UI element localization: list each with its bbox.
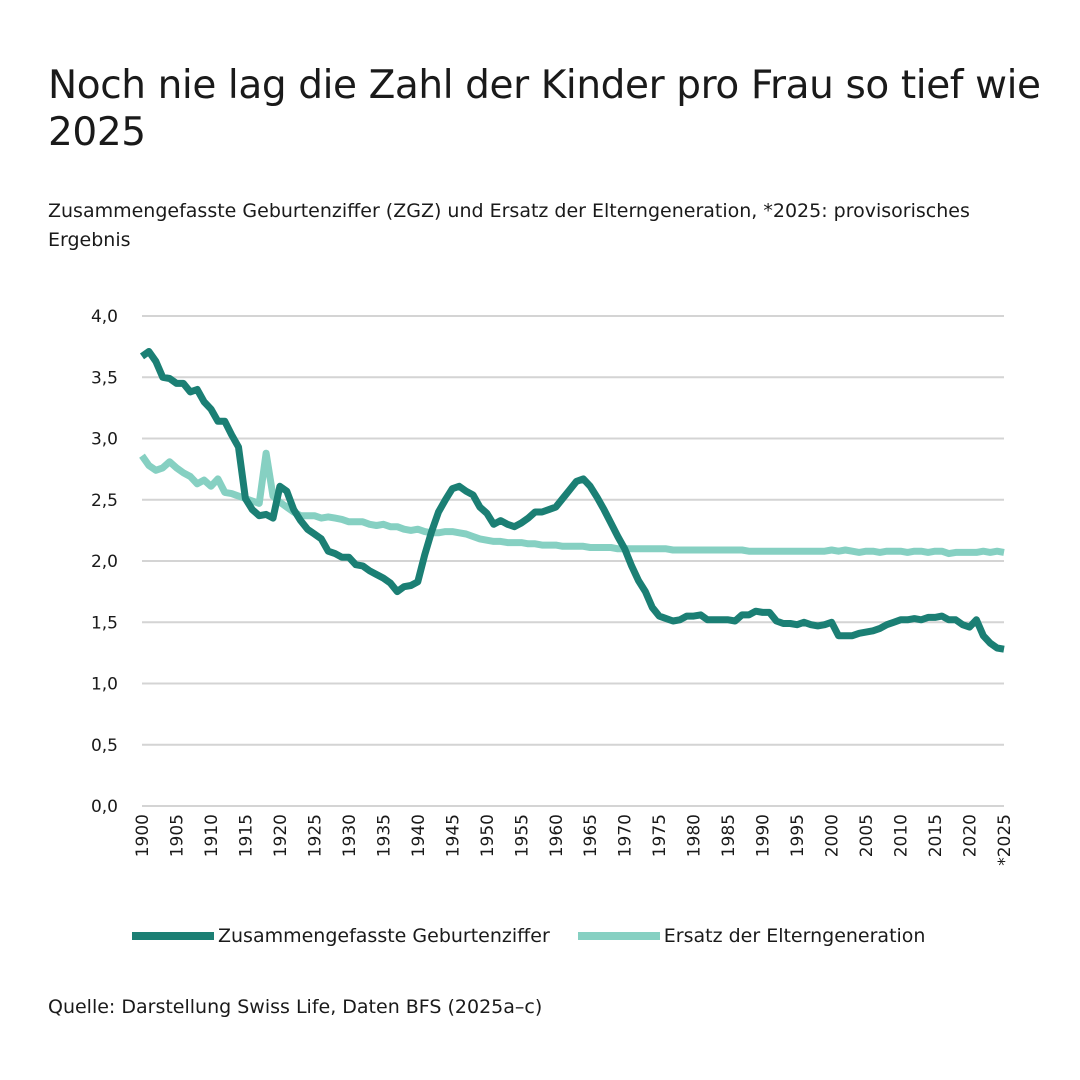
y-tick-label: 0,5 (91, 736, 118, 756)
y-tick-label: 2,0 (91, 552, 118, 572)
x-tick-label: *2025 (995, 814, 1015, 866)
source-note: Quelle: Darstellung Swiss Life, Daten BF… (48, 996, 543, 1018)
x-tick-label: 1960 (547, 814, 567, 857)
series-line-zgz (139, 348, 1005, 653)
y-tick-label: 2,5 (91, 491, 118, 511)
y-tick-label: 1,5 (91, 613, 118, 633)
x-tick-label: 2000 (823, 814, 843, 857)
legend-swatch-ersatz (577, 932, 660, 940)
y-tick-label: 3,5 (91, 368, 118, 388)
x-tick-label: 1990 (754, 814, 774, 857)
legend-label-zgz: Zusammengefasste Geburtenziffer (218, 925, 550, 947)
x-tick-label: 2015 (926, 814, 946, 857)
line-chart: 0,0 0,5 1,0 1,5 2,0 2,5 3,0 3,5 4,0 1900 1905 1910… (91, 307, 1015, 866)
x-tick-label: 1965 (581, 814, 601, 857)
x-tick-label: 1925 (305, 814, 325, 857)
x-tick-label: 2010 (892, 814, 912, 857)
y-tick-label: 0,0 (91, 797, 118, 817)
x-tick-label: 2020 (961, 814, 981, 857)
series-line-ersatz (139, 449, 1005, 558)
chart-subtitle: Zusammengefasste Geburtenziffer (ZGZ) un… (48, 200, 970, 251)
x-tick-label: 1905 (167, 814, 187, 857)
x-tick-label: 1980 (685, 814, 705, 857)
legend: Zusammengefasste Geburtenziffer Ersatz d… (132, 921, 953, 951)
x-tick-label: 1915 (236, 814, 256, 857)
x-tick-label: 1950 (478, 814, 498, 857)
x-tick-label: 1930 (340, 814, 360, 857)
y-tick-label: 4,0 (91, 307, 118, 327)
legend-label-ersatz: Ersatz der Elterngeneration (663, 925, 926, 947)
x-tick-label: 1970 (616, 814, 636, 857)
y-tick-label: 1,0 (91, 675, 118, 695)
grid-lines (142, 315, 1004, 807)
y-axis-ticks: 0,0 0,5 1,0 1,5 2,0 2,5 3,0 3,5 4,0 (91, 307, 118, 817)
series-lines (139, 348, 1005, 653)
x-axis-ticks: 1900 1905 1910 1915 1920 1925 1930 1935 1940 1945… (133, 814, 1015, 866)
x-tick-label: 1945 (443, 814, 463, 857)
x-tick-label: 1910 (202, 814, 222, 857)
x-tick-label: 1935 (374, 814, 394, 857)
x-tick-label: 1975 (650, 814, 670, 857)
x-tick-label: 1955 (512, 814, 532, 857)
x-tick-label: 1985 (719, 814, 739, 857)
x-tick-label: 1920 (271, 814, 291, 857)
chart-title: Noch nie lag die Zahl der Kinder pro Fra… (48, 63, 1041, 155)
legend-item-ersatz: Ersatz der Elterngeneration (577, 925, 926, 947)
x-tick-label: 1940 (409, 814, 429, 857)
y-tick-label: 3,0 (91, 430, 118, 450)
x-tick-label: 1995 (788, 814, 808, 857)
legend-item-zgz: Zusammengefasste Geburtenziffer (132, 925, 550, 947)
legend-swatch-zgz (132, 932, 214, 940)
x-tick-label: 2005 (857, 814, 877, 857)
x-tick-label: 1900 (133, 814, 153, 857)
